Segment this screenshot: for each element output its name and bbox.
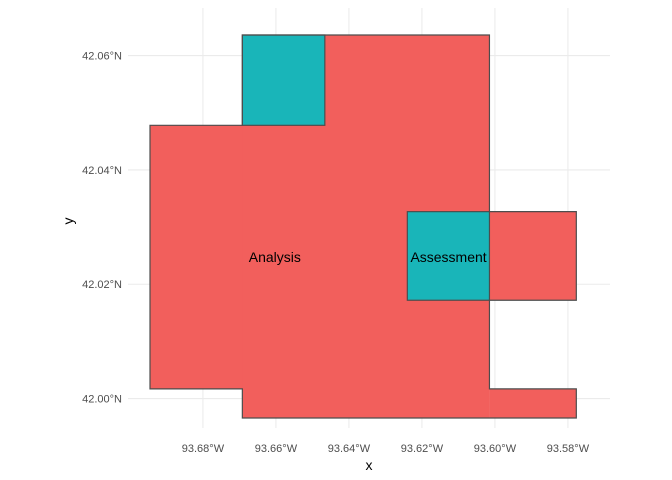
assessment-border xyxy=(406,211,491,301)
y-tick-label: 42.06°N xyxy=(82,51,122,63)
map-outline xyxy=(149,34,577,419)
x-tick-label: 93.66°W xyxy=(255,443,298,455)
region-cell-analysis xyxy=(489,211,577,301)
x-tick-label: 93.58°W xyxy=(547,443,590,455)
region-label-analysis: Analysis xyxy=(249,249,301,265)
x-tick-label: 93.68°W xyxy=(182,443,225,455)
x-tick-label: 93.62°W xyxy=(401,443,444,455)
area-outline xyxy=(149,34,577,419)
x-axis-ticks: 93.68°W 93.66°W 93.64°W 93.62°W 93.60°W 93.58… xyxy=(182,443,590,455)
x-axis-title: x xyxy=(366,457,373,473)
region-label-assessment: Assessment xyxy=(410,249,486,265)
y-axis-ticks: 42.00°N 42.02°N 42.04°N 42.06°N xyxy=(82,51,122,406)
region-cell-assessment xyxy=(242,35,325,126)
assessment-border xyxy=(241,34,326,126)
y-tick-label: 42.00°N xyxy=(82,394,122,406)
region-labels: Analysis Assessment xyxy=(249,249,487,265)
region-cell-assessment xyxy=(407,211,490,301)
map-regions xyxy=(150,35,577,418)
region-cell-analysis xyxy=(489,388,577,418)
y-tick-label: 42.04°N xyxy=(82,165,122,177)
x-tick-label: 93.60°W xyxy=(474,443,517,455)
y-axis-title: y xyxy=(60,218,76,225)
y-tick-label: 42.02°N xyxy=(82,279,122,291)
x-tick-label: 93.64°W xyxy=(328,443,371,455)
